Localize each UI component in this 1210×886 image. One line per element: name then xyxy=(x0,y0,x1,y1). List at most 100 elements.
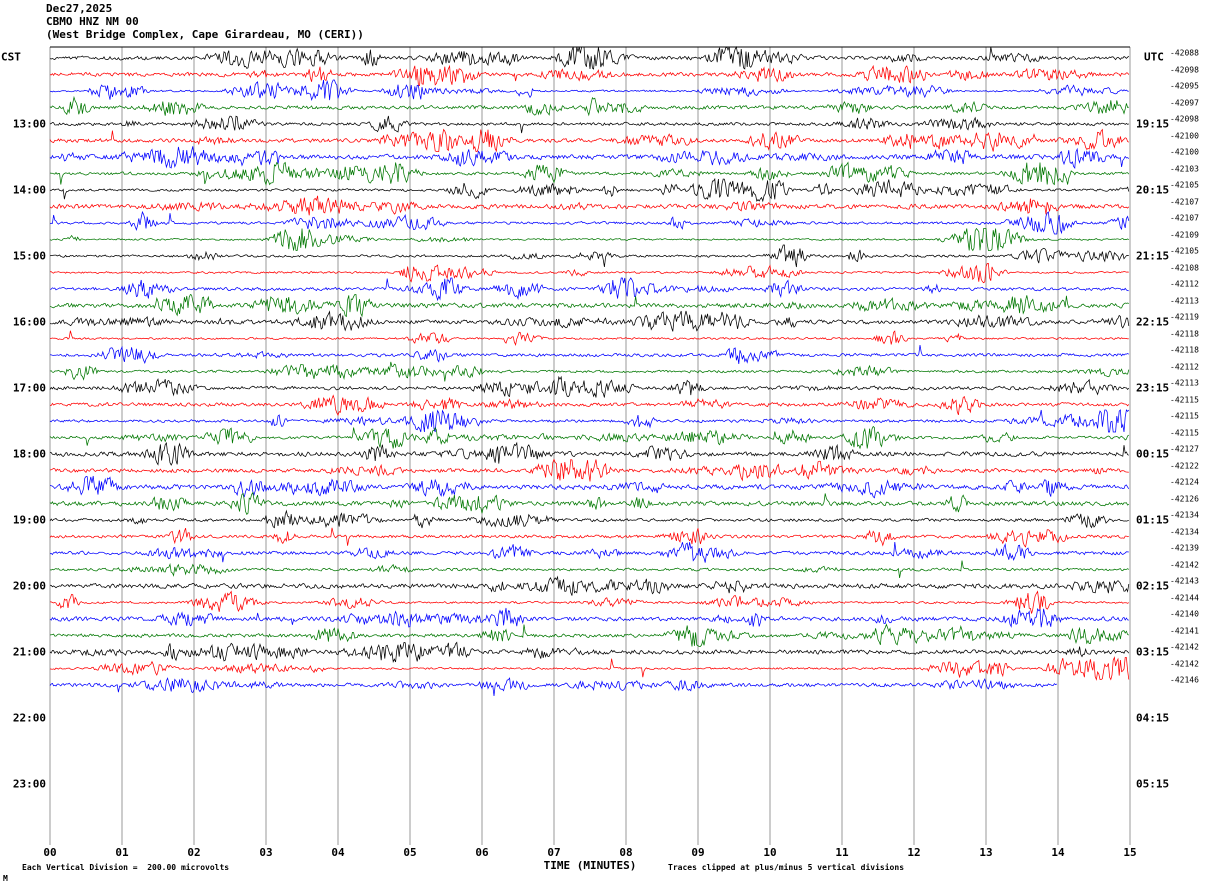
trace-offset-label: -42146 xyxy=(1170,675,1199,685)
trace-offset-label: -42100 xyxy=(1170,131,1199,140)
left-hour-label: 23:00 xyxy=(12,777,46,791)
trace-offset-label: -42112 xyxy=(1170,279,1199,289)
trace-offset-label: -42108 xyxy=(1170,263,1199,272)
trace-offset-label: -42088 xyxy=(1170,48,1199,58)
x-tick-label: 10 xyxy=(763,846,777,859)
seismic-trace xyxy=(49,656,1130,681)
trace-offset-label: -42107 xyxy=(1170,213,1199,223)
x-tick-label: 02 xyxy=(187,846,201,859)
right-hour-label: 00:15 xyxy=(1136,447,1170,461)
seismic-trace xyxy=(49,64,1130,86)
trace-offset-label: -42127 xyxy=(1170,444,1199,454)
seismic-trace xyxy=(49,575,1130,596)
seismic-trace xyxy=(49,441,1129,466)
corner-mark: M xyxy=(3,874,8,883)
left-hour-label: 19:00 xyxy=(12,513,46,527)
trace-offset-label: -42115 xyxy=(1170,411,1199,421)
trace-offset-label: -42142 xyxy=(1170,642,1199,652)
x-tick-label: 07 xyxy=(547,846,561,859)
trace-offset-label: -42107 xyxy=(1170,197,1199,206)
left-hour-label: 13:00 xyxy=(12,117,46,131)
seismic-trace xyxy=(49,475,1130,499)
right-hour-label: 20:15 xyxy=(1136,183,1170,197)
right-hour-label: 05:15 xyxy=(1136,777,1170,791)
trace-offset-label: -42115 xyxy=(1170,428,1199,437)
trace-offset-label: -42142 xyxy=(1170,560,1199,569)
seismic-trace xyxy=(49,177,1130,203)
right-hour-label: 21:15 xyxy=(1136,249,1170,263)
x-tick-label: 06 xyxy=(475,846,489,859)
seismic-trace xyxy=(49,527,1129,548)
trace-offset-label: -42113 xyxy=(1170,296,1199,305)
x-tick-label: 00 xyxy=(43,846,57,859)
footer-left-note: Each Vertical Division = 200.00 microvol… xyxy=(22,863,230,872)
seismic-trace xyxy=(49,79,1129,102)
right-hour-label: 23:15 xyxy=(1136,381,1170,395)
x-tick-label: 01 xyxy=(115,846,129,859)
trace-offset-label: -42112 xyxy=(1170,362,1199,371)
trace-offset-label: -42141 xyxy=(1170,626,1199,635)
trace-offset-label: -42140 xyxy=(1170,609,1199,619)
seismic-trace xyxy=(49,641,1130,663)
seismic-trace xyxy=(49,227,1130,252)
trace-offset-label: -42098 xyxy=(1170,114,1199,124)
seismic-trace xyxy=(49,262,1129,284)
trace-offset-label: -42097 xyxy=(1170,98,1199,107)
seismic-trace xyxy=(49,128,1129,153)
header-location: (West Bridge Complex, Cape Girardeau, MO… xyxy=(46,28,364,41)
seismic-trace xyxy=(50,330,1129,347)
seismic-trace xyxy=(49,425,1130,450)
x-axis-title: TIME (MINUTES) xyxy=(543,859,637,872)
seismic-trace xyxy=(49,244,1129,268)
right-hour-label: 04:15 xyxy=(1136,711,1170,725)
seismic-trace xyxy=(49,607,1129,628)
x-tick-label: 11 xyxy=(835,846,849,859)
trace-offset-label: -42095 xyxy=(1170,81,1199,91)
seismic-trace xyxy=(49,509,1129,529)
seismic-trace xyxy=(49,293,1129,318)
trace-offset-label: -42098 xyxy=(1170,65,1199,74)
trace-offset-label: -42124 xyxy=(1170,477,1199,487)
left-hour-label: 21:00 xyxy=(12,645,46,659)
left-hour-label: 22:00 xyxy=(12,711,46,725)
header-station: CBMO HNZ NM 00 xyxy=(46,15,139,28)
right-hour-label: 22:15 xyxy=(1136,315,1170,329)
seismic-trace xyxy=(49,623,1129,647)
seismic-trace xyxy=(49,310,1130,332)
right-axis-unit: UTC xyxy=(1144,50,1164,64)
seismic-trace xyxy=(49,361,1130,382)
seismic-trace xyxy=(49,95,1129,117)
x-tick-label: 13 xyxy=(979,846,993,859)
seismic-trace xyxy=(49,115,1129,134)
seismic-trace xyxy=(49,394,1130,417)
trace-offset-label: -42105 xyxy=(1170,246,1199,256)
seismic-trace xyxy=(49,409,1130,433)
header-date: Dec27,2025 xyxy=(46,2,113,15)
left-hour-label: 17:00 xyxy=(12,381,46,395)
trace-offset-label: -42109 xyxy=(1170,230,1199,239)
seismic-trace xyxy=(49,541,1129,563)
seismic-trace xyxy=(49,458,1129,482)
left-hour-label: 20:00 xyxy=(12,579,46,593)
x-tick-label: 03 xyxy=(259,846,273,859)
trace-offset-label: -42126 xyxy=(1170,494,1199,503)
left-hour-label: 16:00 xyxy=(12,315,46,329)
seismic-trace xyxy=(49,210,1130,235)
x-tick-label: 04 xyxy=(331,846,345,859)
left-hour-label: 15:00 xyxy=(12,249,46,263)
trace-offset-label: -42118 xyxy=(1170,345,1199,355)
trace-offset-label: -42115 xyxy=(1170,395,1199,404)
seismic-trace xyxy=(49,195,1130,216)
seismic-trace xyxy=(49,277,1129,302)
right-hour-label: 03:15 xyxy=(1136,645,1170,659)
footer-right-note: Traces clipped at plus/minus 5 vertical … xyxy=(668,863,905,872)
x-tick-label: 08 xyxy=(619,846,633,859)
x-tick-label: 14 xyxy=(1051,846,1065,859)
left-axis-unit: CST xyxy=(1,50,21,64)
seismic-trace xyxy=(49,375,1130,398)
trace-offset-label: -42113 xyxy=(1170,378,1199,388)
right-hour-label: 01:15 xyxy=(1136,513,1170,527)
seismic-trace xyxy=(49,161,1130,186)
